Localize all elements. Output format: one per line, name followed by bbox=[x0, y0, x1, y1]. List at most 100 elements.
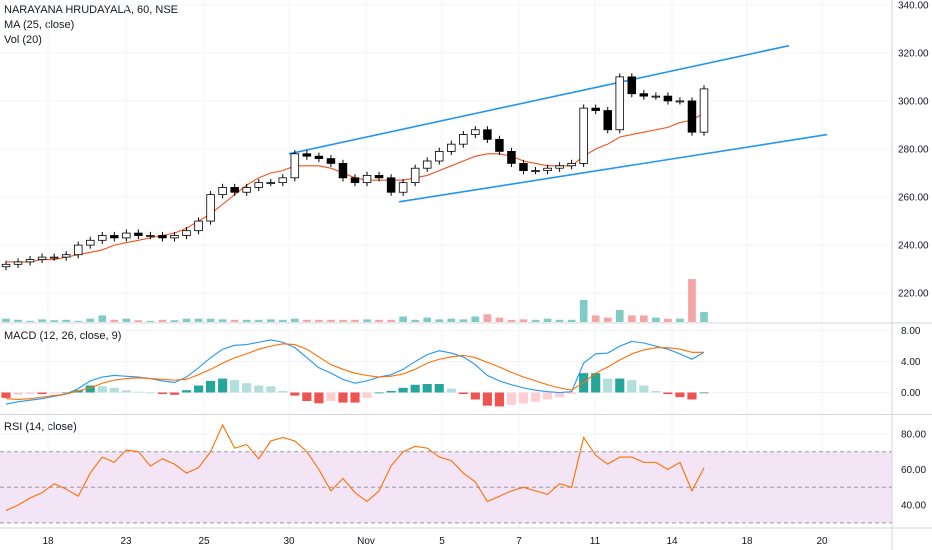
volume-bars bbox=[2, 279, 708, 322]
volume-bar bbox=[459, 319, 468, 322]
candle-body bbox=[471, 129, 480, 135]
candle bbox=[687, 97, 697, 136]
candle bbox=[434, 147, 444, 165]
candle-body bbox=[278, 177, 288, 184]
macd-histogram-bar bbox=[242, 383, 252, 393]
macd-histogram-bar bbox=[109, 387, 119, 393]
volume-bar bbox=[14, 319, 22, 322]
volume-bar bbox=[591, 315, 600, 322]
rsi-pane bbox=[0, 423, 892, 524]
time-axis-label: Nov bbox=[357, 536, 375, 547]
candle-body bbox=[579, 107, 588, 164]
macd-histogram-bar bbox=[181, 390, 192, 393]
candle-body bbox=[1, 263, 11, 268]
volume-bar bbox=[447, 318, 456, 322]
volume-bar bbox=[339, 319, 347, 322]
candle bbox=[338, 159, 348, 182]
macd-histogram-bar bbox=[290, 392, 300, 396]
candle-body bbox=[651, 95, 661, 98]
candle-body bbox=[61, 254, 71, 258]
candle bbox=[519, 159, 528, 175]
volume-bar bbox=[315, 319, 323, 322]
macd-histogram-bar bbox=[157, 392, 168, 395]
time-axis-label: 7 bbox=[516, 536, 522, 547]
candle bbox=[218, 183, 227, 199]
candle-body bbox=[98, 235, 107, 241]
candle-body bbox=[615, 76, 625, 131]
price-axis-label: 220.00 bbox=[898, 289, 929, 300]
time-axis-label: 14 bbox=[666, 536, 678, 547]
volume-bar bbox=[26, 320, 34, 322]
ma-line bbox=[6, 112, 705, 263]
macd-histogram-bar bbox=[506, 392, 517, 405]
volume-bar bbox=[387, 319, 395, 322]
volume-bar bbox=[122, 318, 131, 322]
price-axis-label: 300.00 bbox=[898, 96, 929, 107]
candle bbox=[603, 106, 612, 134]
macd-histogram-bar bbox=[627, 380, 637, 393]
macd-histogram-bar bbox=[470, 392, 480, 400]
volume-bar bbox=[615, 309, 624, 322]
volume-bar bbox=[471, 316, 480, 322]
volume-bar bbox=[543, 318, 552, 322]
candle bbox=[302, 150, 312, 160]
macd-histogram-bar bbox=[434, 383, 444, 393]
volume-bar bbox=[2, 318, 10, 322]
candle-body bbox=[639, 93, 649, 97]
macd-histogram-bar bbox=[699, 392, 709, 394]
candle-body bbox=[374, 175, 384, 179]
volume-bar bbox=[627, 315, 636, 322]
price-axis-label: 320.00 bbox=[898, 48, 929, 59]
volume-bar bbox=[567, 319, 576, 322]
candle bbox=[314, 152, 324, 163]
candle-body bbox=[543, 167, 552, 172]
candle bbox=[110, 231, 119, 242]
macd-histogram-bar bbox=[615, 378, 625, 393]
volume-bar bbox=[86, 318, 95, 322]
candle-body bbox=[218, 187, 227, 196]
candle bbox=[362, 171, 372, 187]
macd-pane bbox=[1, 339, 709, 407]
rsi-axis-label: 40.00 bbox=[901, 501, 926, 512]
candle-body bbox=[206, 194, 215, 222]
candle bbox=[591, 104, 600, 115]
volume-bar bbox=[146, 320, 155, 322]
volume-bar bbox=[170, 320, 179, 322]
candle bbox=[1, 260, 11, 271]
volume-bar bbox=[158, 319, 167, 322]
candle-body bbox=[13, 261, 23, 265]
candle bbox=[61, 251, 71, 261]
candle-body bbox=[254, 182, 263, 188]
macd-histogram-bar bbox=[13, 392, 23, 395]
candle-body bbox=[699, 88, 709, 133]
volume-bar bbox=[531, 319, 540, 322]
candle-body bbox=[230, 187, 239, 193]
time-axis-label: 30 bbox=[283, 536, 295, 547]
candle bbox=[170, 231, 179, 242]
candle bbox=[194, 217, 203, 235]
candle-body bbox=[122, 232, 131, 239]
candle bbox=[483, 126, 492, 143]
macd-histogram-bar bbox=[133, 391, 143, 393]
macd-axis-label: 4.00 bbox=[901, 357, 921, 368]
macd-histogram-bar bbox=[314, 392, 324, 404]
candle bbox=[350, 174, 360, 187]
rsi-legend-label: RSI (14, close) bbox=[4, 421, 77, 433]
candle bbox=[182, 227, 191, 240]
macd-histogram-bar bbox=[25, 392, 35, 395]
candle bbox=[98, 231, 107, 244]
candle bbox=[230, 183, 239, 196]
volume-bar bbox=[194, 318, 203, 322]
volume-bar bbox=[134, 320, 143, 322]
macd-histogram-bar bbox=[362, 392, 372, 398]
candle-body bbox=[398, 182, 408, 193]
macd-histogram-bar bbox=[663, 392, 673, 395]
candle bbox=[254, 179, 263, 192]
volume-bar bbox=[98, 315, 107, 322]
volume-bar bbox=[110, 319, 119, 322]
candle-body bbox=[603, 110, 612, 131]
candle-body bbox=[110, 235, 119, 239]
macd-histogram-bar bbox=[326, 392, 336, 402]
volume-bar bbox=[603, 317, 612, 322]
